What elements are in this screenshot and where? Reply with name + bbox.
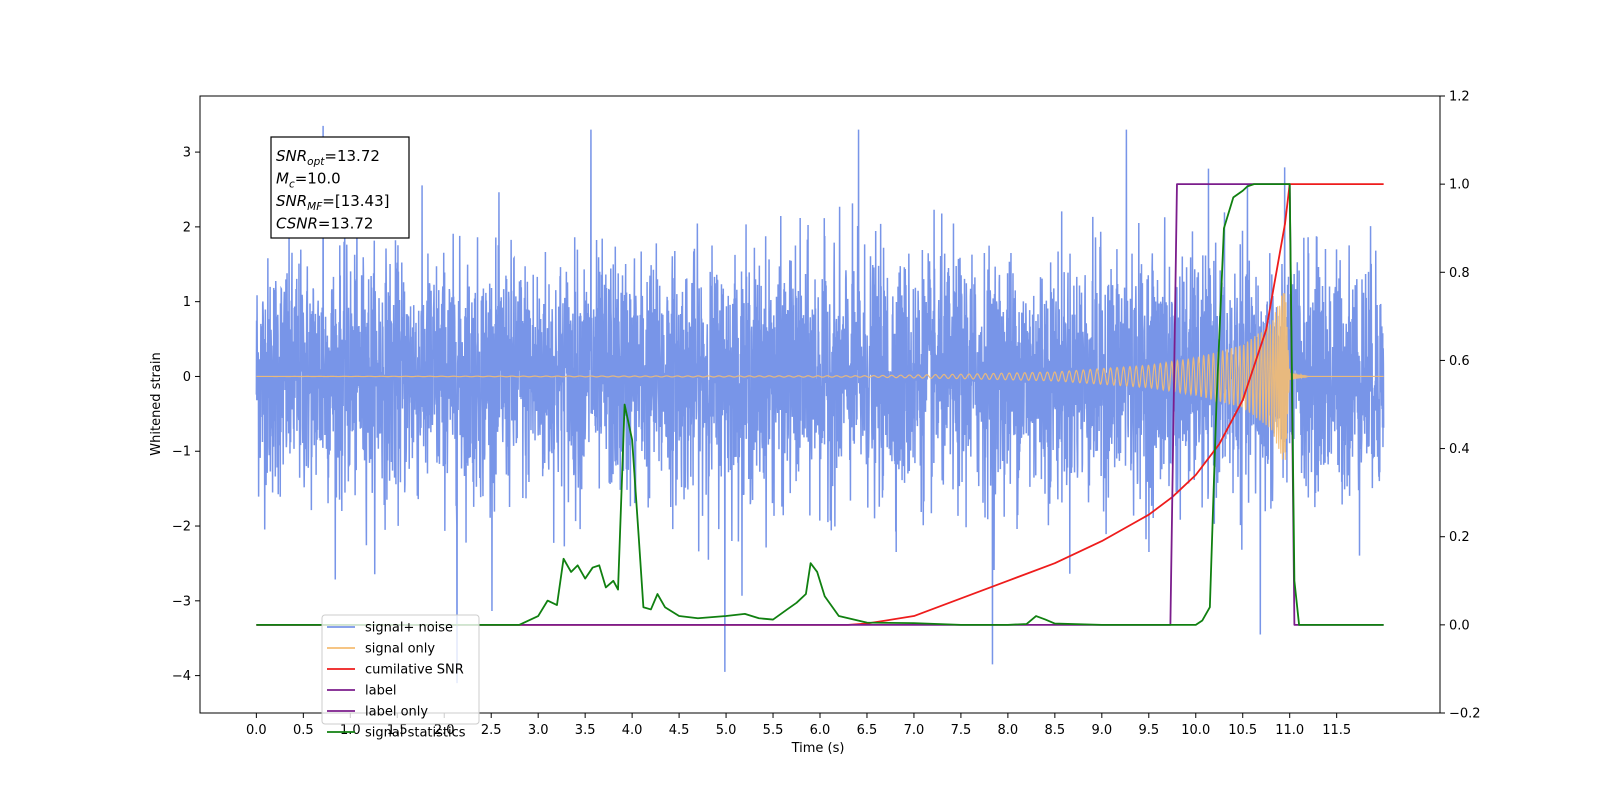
info-value: =[13.43] xyxy=(322,192,389,210)
y-tick-label: −3 xyxy=(172,594,191,609)
series-signal-statistics xyxy=(256,183,1384,626)
y-right-tick-label: 0.2 xyxy=(1449,530,1470,545)
x-tick-label: 7.0 xyxy=(904,723,925,738)
y-right-tick-label: 0.4 xyxy=(1449,442,1470,457)
y-right-tick-label: 0.8 xyxy=(1449,266,1470,281)
info-box-frame xyxy=(270,136,410,239)
legend: signal+ noise signal only cumilative SNR la… xyxy=(321,614,480,741)
y-tick-label: −1 xyxy=(172,445,191,460)
info-box-line: SNRopt=13.72 xyxy=(276,147,380,168)
x-tick-label: 10.5 xyxy=(1228,723,1257,738)
series-layer xyxy=(255,125,1385,684)
x-tick-label: 0.5 xyxy=(293,723,314,738)
y-tick-label: −2 xyxy=(172,520,191,535)
x-tick-label: 6.0 xyxy=(810,723,831,738)
info-value: =10.0 xyxy=(295,170,341,188)
info-subscript: opt xyxy=(307,156,325,168)
x-tick-label: 1.5 xyxy=(387,723,408,738)
legend-label: signal statistics xyxy=(365,726,466,741)
x-tick-label: 3.0 xyxy=(528,723,549,738)
info-symbol: CSNR xyxy=(276,215,318,233)
series-signal-only xyxy=(256,293,1384,460)
y-right-tick-label: −0.2 xyxy=(1449,707,1481,722)
y-tick-label: 2 xyxy=(183,220,191,235)
x-tick-label: 6.5 xyxy=(857,723,878,738)
y-axis-left: 3 2 1 0 −1 −2 −3 −4 xyxy=(172,146,200,684)
x-axis: 0.0 0.5 1.0 1.5 2.0 2.5 3.0 3.5 4.0 4.5 5.0 5.5 6.0 6… xyxy=(246,713,1351,738)
info-symbol: M xyxy=(276,170,289,188)
x-tick-label: 0.0 xyxy=(246,723,267,738)
x-tick-label: 3.5 xyxy=(575,723,596,738)
info-box-line: Mc=10.0 xyxy=(276,170,341,191)
y-tick-label: −4 xyxy=(172,669,191,684)
x-tick-label: 10.0 xyxy=(1181,723,1210,738)
x-tick-label: 5.5 xyxy=(763,723,784,738)
y-tick-label: 3 xyxy=(183,146,191,161)
x-tick-label: 1.0 xyxy=(340,723,361,738)
info-value: =13.72 xyxy=(324,147,380,165)
series-signal-plus-noise xyxy=(255,125,1385,684)
legend-frame xyxy=(321,614,480,725)
x-tick-label: 2.5 xyxy=(481,723,502,738)
x-tick-label: 5.0 xyxy=(716,723,737,738)
legend-label: label xyxy=(365,684,396,699)
x-tick-label: 9.0 xyxy=(1091,723,1112,738)
y-axis-label: Whitened strain xyxy=(149,352,164,455)
y-right-tick-label: 0.6 xyxy=(1449,354,1470,369)
y-right-tick-label: 0.0 xyxy=(1449,618,1470,633)
info-symbol: SNR xyxy=(276,147,307,165)
legend-label: cumilative SNR xyxy=(365,663,464,678)
x-tick-label: 4.5 xyxy=(669,723,690,738)
x-tick-label: 8.5 xyxy=(1045,723,1066,738)
info-symbol: SNR xyxy=(276,192,307,210)
legend-label: label only xyxy=(365,705,428,720)
info-box-line: CSNR=13.72 xyxy=(276,215,373,233)
info-subscript: c xyxy=(289,179,295,191)
y-tick-label: 0 xyxy=(183,370,191,385)
legend-label: signal+ noise xyxy=(365,621,453,636)
info-value: =13.72 xyxy=(318,215,374,233)
y-right-tick-label: 1.0 xyxy=(1449,178,1470,193)
y-axis-right: 1.2 1.0 0.8 0.6 0.4 0.2 0.0 −0.2 xyxy=(1440,90,1481,722)
x-tick-label: 2.0 xyxy=(434,723,455,738)
info-box-line: SNRMF=[13.43] xyxy=(276,192,390,213)
x-tick-label: 8.0 xyxy=(998,723,1019,738)
x-tick-label: 7.5 xyxy=(951,723,972,738)
y-right-tick-label: 1.2 xyxy=(1449,90,1470,105)
x-axis-label: Time (s) xyxy=(791,741,845,756)
x-tick-label: 9.5 xyxy=(1138,723,1159,738)
y-tick-label: 1 xyxy=(183,295,191,310)
info-box: SNRopt=13.72Mc=10.0SNRMF=[13.43]CSNR=13.… xyxy=(270,136,410,239)
info-subscript: MF xyxy=(307,201,323,213)
x-tick-label: 4.0 xyxy=(622,723,643,738)
x-tick-label: 11.0 xyxy=(1275,723,1304,738)
legend-label: signal only xyxy=(365,642,435,657)
series-cumulative-snr xyxy=(256,183,1384,626)
x-tick-label: 11.5 xyxy=(1322,723,1351,738)
